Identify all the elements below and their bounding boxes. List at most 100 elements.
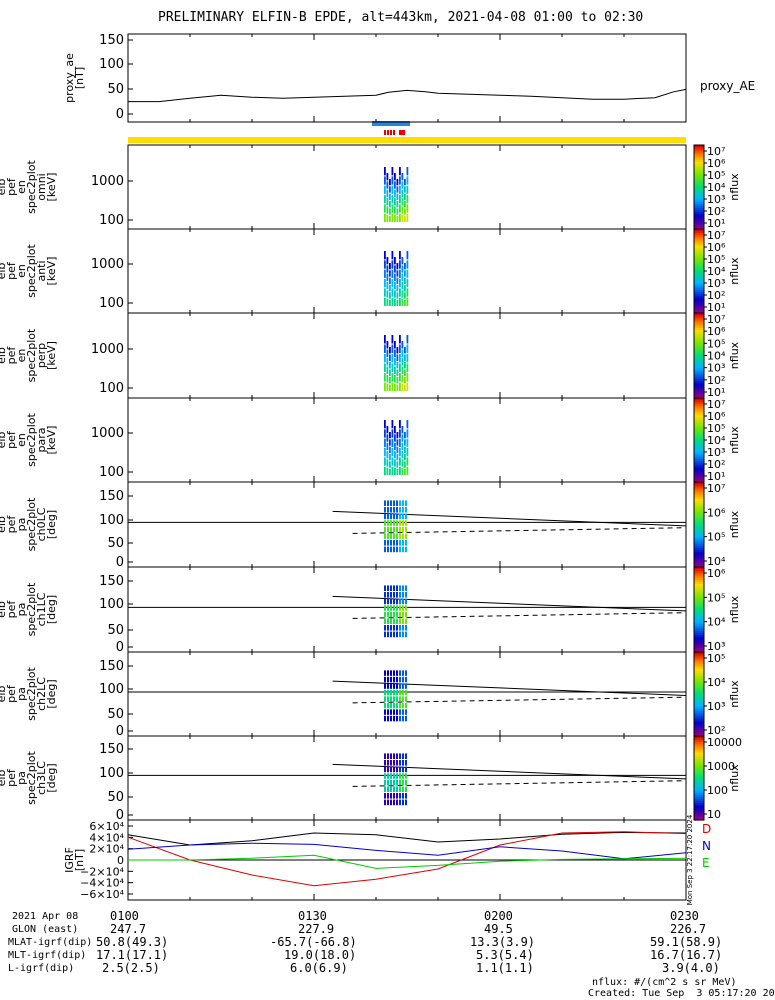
omni-pix-6-4 <box>399 204 401 213</box>
cbar-cell-pa_ch2-12 <box>694 677 704 680</box>
cbar-label-en_perp-0: 10⁷ <box>707 313 725 326</box>
cbar-cell-pa_ch1-16 <box>694 601 704 604</box>
anti-pix-6-2 <box>399 269 401 278</box>
omni-pix-4-1 <box>394 181 396 189</box>
igrf-legend-N: N <box>702 839 711 853</box>
cbar-label-en_para-4: 10³ <box>707 446 725 459</box>
cbar-label-pa_ch3-2: 100 <box>707 784 728 797</box>
pa-pix-1-0-5 <box>384 618 386 624</box>
pa-pix-1-3-7 <box>393 631 395 638</box>
anti-pix-1-4 <box>386 290 389 298</box>
cbar-label-pa_ch3-0: 10000 <box>707 736 742 749</box>
cbar-cell-pa_ch3-27 <box>694 792 704 796</box>
cbar-cell-en_perp-14 <box>694 342 704 346</box>
ylabel-en_para-4: para <box>35 428 48 453</box>
cbar-cell-pa_ch2-0 <box>694 652 704 655</box>
perp-pix-8-0 <box>404 347 406 354</box>
cbar-cell-en_para-38 <box>694 477 704 481</box>
para-pix-4-0 <box>394 426 396 434</box>
panel-frame-proxy_ae <box>127 33 687 123</box>
pa-pix-3-2-5 <box>390 786 392 792</box>
cbar-cell-en_para-14 <box>694 427 704 431</box>
perp-pix-5-5 <box>396 384 399 391</box>
omni-pix-6-1 <box>399 176 401 185</box>
cbar-cell-pa_ch1-30 <box>694 630 704 634</box>
cbar-label-en_anti-2: 10⁵ <box>707 253 725 266</box>
para-pix-0-3 <box>384 448 386 457</box>
pa-pix-0-3-1 <box>393 507 395 513</box>
para-pix-8-0 <box>404 432 406 439</box>
omni-pix-8-3 <box>404 201 406 208</box>
ytick-label-en_perp-0: 1000 <box>91 342 124 357</box>
cbar-cell-pa_ch3-6 <box>694 748 704 752</box>
pa-pix-0-7-3 <box>405 520 407 526</box>
pa-pix-2-1-5 <box>387 702 389 709</box>
cbar-cell-pa_ch2-36 <box>694 727 704 731</box>
cbar-cell-en_para-2 <box>694 402 704 405</box>
pa-pix-3-1-3 <box>387 773 389 779</box>
ytick-label-pa_ch0-2: 50 <box>107 536 124 551</box>
pa-pix-0-0-4 <box>384 526 386 533</box>
pa-pix-3-2-3 <box>390 773 392 779</box>
cbar-cell-pa_ch1-4 <box>694 575 704 579</box>
cbar-cell-pa_ch1-27 <box>694 624 704 628</box>
para-pix-7-5 <box>401 467 404 475</box>
para-pix-0-5 <box>384 466 386 475</box>
pa-pix-2-0-4 <box>384 696 386 702</box>
omni-pix-2-1 <box>389 186 391 193</box>
cbar-cell-pa_ch0-9 <box>694 501 704 504</box>
pa-pix-3-4-5 <box>396 786 398 792</box>
omni-pix-3-5 <box>391 213 394 222</box>
ylabel-igrf-0: IGRF <box>63 847 76 873</box>
omni-pix-7-4 <box>401 206 404 214</box>
pa-pix-3-0-5 <box>384 786 386 792</box>
pa-pix-1-1-6 <box>387 625 389 631</box>
omni-pix-3-0 <box>391 167 394 176</box>
cbar-cell-pa_ch0-22 <box>694 528 704 532</box>
pa-pix-0-4-1 <box>396 507 398 513</box>
ylabel-en_perp-4: perp <box>35 343 48 368</box>
cbar-label-en_omni-4: 10³ <box>707 193 725 206</box>
cbar-cell-en_para-8 <box>694 414 704 418</box>
cbar-cell-en_anti-32 <box>694 296 704 299</box>
pa-pix-1-5-4 <box>399 611 401 618</box>
cbar-cell-pa_ch1-24 <box>694 618 704 621</box>
pa-pix-1-6-4 <box>402 611 404 618</box>
pa-pix-1-2-5 <box>390 618 392 624</box>
cbar-cell-pa_ch2-38 <box>694 731 704 735</box>
para-pix-3-2 <box>391 438 394 447</box>
perp-pix-2-1 <box>389 354 391 361</box>
cbar-cell-pa_ch0-30 <box>694 545 704 549</box>
omni-pix-0-4 <box>384 204 386 213</box>
cbar-cell-en_omni-21 <box>694 189 704 192</box>
ytick-label-proxy_ae-0: 150 <box>99 33 124 48</box>
omni-pix-1-0 <box>386 173 389 181</box>
cbar-cell-en_perp-13 <box>694 340 704 344</box>
cbar-cell-en_anti-37 <box>694 306 704 310</box>
pa-pix-1-2-7 <box>390 631 392 638</box>
pa-pix-0-1-0 <box>387 500 389 506</box>
igrf-line-B <box>127 831 687 846</box>
anti-pix-4-4 <box>394 290 396 298</box>
omni-pix-5-1 <box>396 186 399 193</box>
perp-pix-1-0 <box>386 341 389 349</box>
pa-pix-2-4-0 <box>396 670 398 676</box>
pa-pix-2-7-7 <box>405 715 407 722</box>
pa-pix-2-6-4 <box>402 696 404 702</box>
ytick-label-igrf-4: −2×10⁴ <box>80 865 124 878</box>
para-pix-1-1 <box>386 434 389 442</box>
cbar-label-en_para-0: 10⁷ <box>707 398 725 411</box>
cbar-cell-en_omni-30 <box>694 208 704 211</box>
pa-pix-1-3-2 <box>393 598 395 605</box>
pa-pix-2-6-0 <box>402 670 404 676</box>
cbar-cell-pa_ch3-37 <box>694 813 704 817</box>
anti-pix-7-2 <box>401 273 404 281</box>
pa-pix-0-4-2 <box>396 513 398 520</box>
ytick-label-pa_ch1-2: 50 <box>107 623 124 638</box>
pa-pix-3-5-7 <box>399 799 401 806</box>
cbar-unit-en_omni: nflux <box>728 173 741 201</box>
cbar-cell-pa_ch0-27 <box>694 539 704 543</box>
perp-pix-8-3 <box>404 369 406 376</box>
anti-pix-8-5 <box>404 299 406 306</box>
pa-pix-0-4-4 <box>396 526 398 533</box>
